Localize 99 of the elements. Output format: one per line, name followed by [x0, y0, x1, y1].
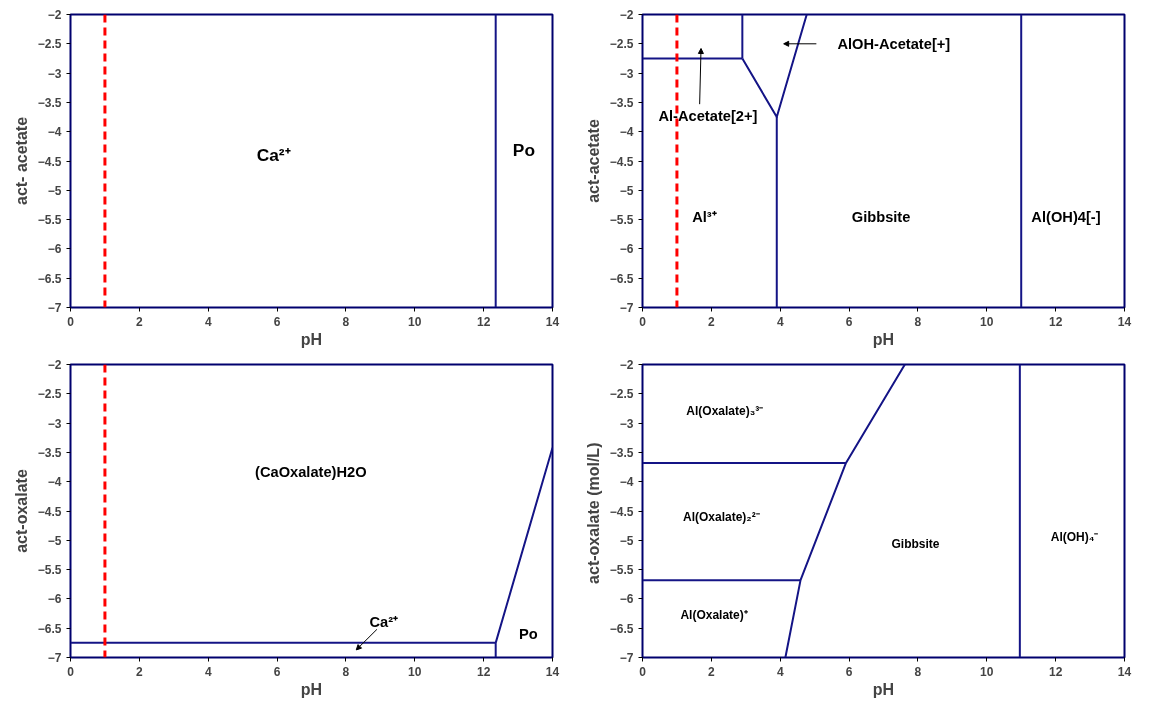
y-tick-label: −4 [47, 125, 62, 140]
y-tick-label: −3.5 [37, 95, 62, 110]
y-tick-label: −5 [619, 183, 634, 198]
x-axis-title: pH [872, 330, 895, 348]
annotation: AlOH-Acetate[+] [837, 35, 951, 52]
annotation: Al(Oxalate)₃³⁻ [686, 403, 764, 418]
y-tick-label: −5.5 [37, 213, 62, 228]
x-tick-label: 12 [1048, 664, 1063, 679]
x-tick-label: 10 [408, 314, 422, 329]
x-tick-label: 0 [67, 664, 75, 679]
annotation: Ca²⁺ [256, 145, 291, 166]
x-tick-label: 12 [476, 314, 491, 329]
y-tick-label: −3 [619, 66, 634, 81]
y-tick-label: −3.5 [609, 445, 634, 460]
y-tick-label: −2.5 [609, 387, 634, 402]
y-tick-label: −3.5 [37, 445, 62, 460]
y-axis-title: act-oxalate (mol/L) [584, 442, 602, 584]
annotation: Al-Acetate[2+] [658, 108, 758, 125]
x-tick-label: 12 [476, 664, 491, 679]
x-tick-label: 8 [914, 314, 922, 329]
x-tick-label: 2 [136, 664, 144, 679]
x-axis-title: pH [300, 680, 323, 698]
y-tick-label: −3.5 [609, 95, 634, 110]
y-tick-label: −5.5 [609, 563, 634, 578]
annotation: Al³⁺ [692, 208, 717, 225]
y-tick-label: −2 [47, 8, 62, 22]
annotation: Al(OH)4[-] [1031, 208, 1101, 225]
y-tick-label: −5 [47, 183, 62, 198]
x-tick-label: 14 [545, 664, 560, 679]
y-tick-label: −6.5 [37, 271, 62, 286]
y-tick-label: −7 [619, 651, 634, 665]
y-tick-label: −6.5 [609, 621, 634, 636]
y-axis-title: act-acetate [584, 119, 602, 203]
y-tick-label: −2.5 [37, 37, 62, 52]
y-tick-label: −5.5 [37, 563, 62, 578]
x-tick-label: 4 [776, 314, 784, 329]
y-tick-label: −4.5 [37, 504, 62, 519]
x-tick-label: 14 [545, 314, 560, 329]
y-tick-label: −5.5 [609, 213, 634, 228]
annotation: Gibbsite [851, 208, 911, 225]
y-tick-label: −5 [619, 533, 634, 548]
x-tick-label: 0 [639, 314, 647, 329]
x-tick-label: 10 [408, 664, 422, 679]
y-tick-label: −2.5 [609, 37, 634, 52]
y-tick-label: −4 [619, 125, 634, 140]
x-tick-label: 2 [708, 664, 716, 679]
x-tick-label: 6 [845, 664, 853, 679]
y-tick-label: −2 [47, 358, 62, 372]
y-tick-label: −4.5 [609, 154, 634, 169]
x-tick-label: 10 [980, 314, 994, 329]
annotation: Gibbsite [891, 537, 940, 552]
x-axis-title: pH [872, 680, 895, 698]
y-tick-label: −2 [619, 8, 634, 22]
annotation: Po [512, 139, 536, 160]
x-tick-label: 4 [776, 664, 784, 679]
y-tick-label: −3 [47, 66, 62, 81]
x-tick-label: 8 [342, 664, 350, 679]
x-tick-label: 12 [1048, 314, 1063, 329]
y-tick-label: −7 [47, 301, 62, 315]
x-tick-label: 14 [1117, 664, 1132, 679]
annotation: Al(OH)₄⁻ [1050, 529, 1099, 544]
x-tick-label: 8 [914, 664, 922, 679]
y-tick-label: −6.5 [609, 271, 634, 286]
y-tick-label: −7 [619, 301, 634, 315]
x-tick-label: 6 [845, 314, 853, 329]
x-tick-label: 0 [639, 664, 647, 679]
annotation: Al(Oxalate)⁺ [680, 607, 748, 622]
x-tick-label: 2 [708, 314, 716, 329]
annotation: Al(Oxalate)₂²⁻ [683, 510, 760, 525]
y-tick-label: −6 [619, 592, 634, 607]
y-tick-label: −2 [619, 358, 634, 372]
annotation: (CaOxalate)H2O [255, 463, 367, 480]
y-tick-label: −2.5 [37, 387, 62, 402]
y-axis-title: act- acetate [12, 116, 30, 206]
y-tick-label: −4 [47, 475, 62, 490]
x-tick-label: 4 [204, 664, 212, 679]
x-tick-label: 2 [136, 314, 144, 329]
x-tick-label: 8 [342, 314, 350, 329]
x-tick-label: 10 [980, 664, 994, 679]
y-tick-label: −3 [47, 416, 62, 431]
x-axis-title: pH [300, 330, 323, 348]
y-tick-label: −7 [47, 651, 62, 665]
x-tick-label: 4 [204, 314, 212, 329]
y-tick-label: −3 [619, 416, 634, 431]
y-tick-label: −6 [47, 242, 62, 257]
annotation: Ca²⁺ [369, 613, 399, 630]
y-tick-label: −5 [47, 533, 62, 548]
y-tick-label: −4 [619, 475, 634, 490]
y-tick-label: −6 [619, 242, 634, 257]
annotation: Po [519, 626, 538, 643]
x-tick-label: 6 [273, 664, 281, 679]
y-tick-label: −4.5 [609, 504, 634, 519]
x-tick-label: 14 [1117, 314, 1132, 329]
x-tick-label: 6 [273, 314, 281, 329]
y-tick-label: −6 [47, 592, 62, 607]
y-axis-title: act-oxalate [12, 469, 30, 553]
y-tick-label: −6.5 [37, 621, 62, 636]
x-tick-label: 0 [67, 314, 75, 329]
y-tick-label: −4.5 [37, 154, 62, 169]
